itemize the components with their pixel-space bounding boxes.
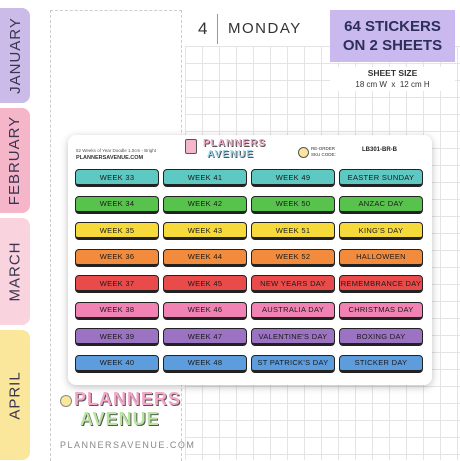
sticker: WEEK 37 — [75, 275, 159, 293]
sticker: KING'S DAY — [339, 222, 423, 240]
sticker: WEEK 44 — [163, 248, 247, 267]
sticker: BOXING DAY — [339, 328, 423, 346]
sticker: WEEK 38 — [75, 301, 159, 320]
sticker: ANZAC DAY — [339, 195, 423, 214]
tab-label: APRIL — [6, 370, 24, 420]
sticker: REMEMBRANCE DAY — [339, 275, 423, 293]
logo: PLANNERS — [203, 138, 267, 149]
tab-label: JANUARY — [6, 17, 24, 94]
sticker: WEEK 40 — [75, 354, 159, 373]
sticker: WEEK 51 — [251, 222, 335, 240]
sticker: AUSTRALIA DAY — [251, 301, 335, 320]
footer-website: PLANNERSAVENUE.COM — [60, 440, 196, 450]
sticker: WEEK 43 — [163, 222, 247, 240]
product-name: 52 Weeks of Year Doodle 1.0cm - Bright — [76, 148, 156, 153]
day-name: MONDAY — [228, 20, 302, 37]
footer-logo: PLANNERS — [74, 389, 182, 409]
sticker: WEEK 34 — [75, 195, 159, 214]
sku: LB301-BR-B — [362, 147, 398, 153]
info-title: ON 2 SHEETS — [342, 37, 443, 54]
sticker-sheet: 52 Weeks of Year Doodle 1.0cm - Bright P… — [68, 135, 432, 385]
logo-icon — [185, 139, 197, 154]
footer-logo: AVENUE — [80, 409, 160, 429]
tab[interactable]: JANUARY — [0, 8, 30, 103]
footer-icon — [60, 395, 72, 407]
sticker: WEEK 49 — [251, 169, 335, 187]
sticker: WEEK 42 — [163, 195, 247, 214]
sticker: WEEK 48 — [163, 354, 247, 373]
reorder: RE-ORDER SKU CODE: — [311, 146, 336, 158]
sticker: WEEK 50 — [251, 195, 335, 214]
size-label: SHEET SIZE — [367, 68, 418, 78]
size-value: 18 cm W x 12 cm H — [355, 80, 430, 89]
sticker: HALLOWEEN — [339, 248, 423, 267]
sticker: NEW YEARS DAY — [251, 275, 335, 293]
sticker: STICKER DAY — [339, 354, 423, 373]
sticker: WEEK 52 — [251, 248, 335, 267]
tab[interactable]: APRIL — [0, 330, 30, 460]
tab-label: FEBRUARY — [6, 115, 24, 206]
sticker: WEEK 33 — [75, 169, 159, 187]
website: PLANNERSAVENUE.COM — [76, 155, 144, 161]
sticker: CHRISTMAS DAY — [339, 301, 423, 320]
sticker: WEEK 45 — [163, 275, 247, 293]
logo: AVENUE — [207, 149, 254, 160]
sticker: WEEK 36 — [75, 248, 159, 267]
divider — [217, 14, 218, 44]
reorder-label: RE-ORDER — [311, 146, 336, 151]
bee-icon — [298, 147, 309, 158]
tab[interactable]: FEBRUARY — [0, 108, 30, 213]
sticker: WEEK 35 — [75, 222, 159, 240]
sticker: EASTER SUNDAY — [339, 169, 423, 187]
info-title: 64 STICKERS — [344, 18, 441, 35]
tab-label: MARCH — [6, 241, 24, 302]
sticker: WEEK 39 — [75, 328, 159, 346]
sticker: VALENTINE'S DAY — [251, 328, 335, 346]
sku-label: SKU CODE: — [311, 152, 336, 157]
sticker: WEEK 47 — [163, 328, 247, 346]
day-number: 4 — [198, 19, 208, 38]
info-box: 64 STICKERS ON 2 SHEETS — [330, 10, 455, 62]
sticker: WEEK 41 — [163, 169, 247, 187]
tab[interactable]: MARCH — [0, 218, 30, 325]
sticker: ST PATRICK'S DAY — [251, 354, 335, 373]
sticker: WEEK 46 — [163, 301, 247, 320]
size-info: SHEET SIZE 18 cm W x 12 cm H — [330, 67, 455, 91]
